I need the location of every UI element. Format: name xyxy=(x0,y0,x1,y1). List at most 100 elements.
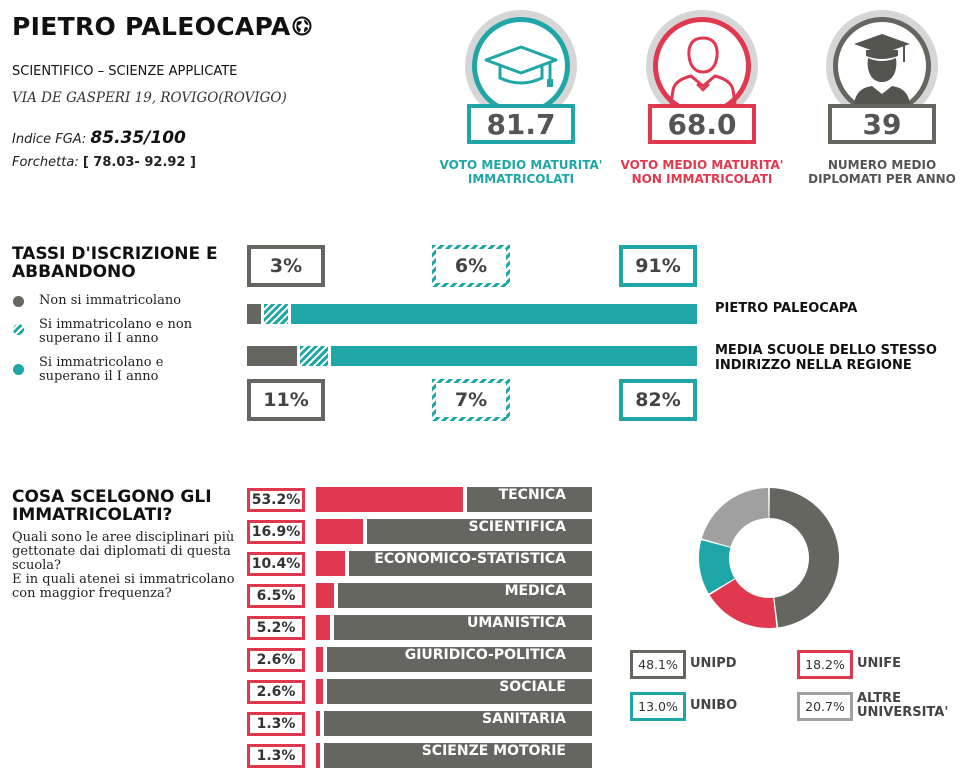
school-pct-non-superano: 6% xyxy=(432,245,510,287)
area-bar-divider xyxy=(362,519,367,544)
area-bar-label: UMANISTICA xyxy=(466,615,566,631)
fga-value: 85.35/100 xyxy=(90,128,186,148)
choices-title-line: IMMATRICOLATI? xyxy=(12,505,173,525)
uni-pct-altre: 20.7% xyxy=(797,692,853,721)
donut-slice xyxy=(699,540,735,594)
stat-label-line: DIPLOMATI PER ANNO xyxy=(808,172,956,186)
area-bar: ECONOMICO-STATISTICA xyxy=(316,551,592,576)
donut-slice xyxy=(769,488,840,628)
area-bar: SOCIALE xyxy=(316,679,592,704)
school-stacked-bar xyxy=(247,304,697,324)
school-pct-non-immatricolano: 3% xyxy=(247,245,325,287)
person-icon xyxy=(669,36,737,104)
legend-line: Si immatricolano e xyxy=(39,355,164,370)
area-bar-divider xyxy=(333,583,338,608)
area-bar-label: SCIENTIFICA xyxy=(468,519,567,535)
area-bar-fill xyxy=(316,519,363,544)
fga-index: Indice FGA: 85.35/100 xyxy=(12,128,186,148)
school-bar-label: PIETRO PALEOCAPA xyxy=(715,301,858,316)
legend-line: superano il I anno xyxy=(39,369,159,384)
legend-line: Si immatricolano e non xyxy=(39,317,193,332)
question-line: con maggior frequenza? xyxy=(12,586,172,601)
legend-label-superano: Si immatricolano e superano il I anno xyxy=(39,356,163,384)
legend-dot-non-immatricolano xyxy=(13,296,24,307)
area-bar-label: MEDICA xyxy=(504,583,566,599)
area-bar: SANITARIA xyxy=(316,711,592,736)
globe-icon[interactable] xyxy=(292,16,312,36)
stat-label-line: VOTO MEDIO MATURITA' xyxy=(620,158,784,172)
stat-circle-non-immatricolati xyxy=(646,10,758,122)
region-label-line: INDIRIZZO NELLA REGIONE xyxy=(715,358,912,373)
area-pct-box: 2.6% xyxy=(247,680,305,704)
area-pct-box: 16.9% xyxy=(247,520,305,544)
area-bar-fill xyxy=(316,711,320,736)
uni-label-altre: ALTRE UNIVERSITA' xyxy=(857,692,948,720)
area-bar-divider xyxy=(323,647,328,672)
stat-label-diplomati: NUMERO MEDIO DIPLOMATI PER ANNO xyxy=(797,158,967,186)
area-bar-divider xyxy=(319,743,324,768)
stat-value-immatricolati: 81.7 xyxy=(467,104,575,144)
area-bar-label: SOCIALE xyxy=(499,679,566,695)
choices-question: Quali sono le aree disciplinari più gett… xyxy=(12,531,235,601)
uni-pct-unipd: 48.1% xyxy=(630,650,686,679)
area-bar: UMANISTICA xyxy=(316,615,592,640)
universities-donut xyxy=(699,488,840,628)
area-bar-label: ECONOMICO-STATISTICA xyxy=(374,551,566,567)
stat-circle-immatricolati xyxy=(465,10,577,122)
stat-value-diplomati: 39 xyxy=(828,104,936,144)
donut-slice xyxy=(709,579,777,628)
region-pct-superano: 82% xyxy=(619,379,697,421)
enrollment-title-line: TASSI D'ISCRIZIONE E xyxy=(12,244,218,264)
enrollment-title-line: ABBANDONO xyxy=(12,262,136,282)
area-bar: MEDICA xyxy=(316,583,592,608)
stat-label-line: NUMERO MEDIO xyxy=(827,158,937,172)
legend-dot-superano xyxy=(13,364,24,375)
bar-segment-non-superano xyxy=(299,346,328,366)
area-bar-label: TECNICA xyxy=(498,487,566,503)
graduate-person-icon xyxy=(854,34,910,104)
area-bar: SCIENZE MOTORIE xyxy=(316,743,592,768)
area-bar: SCIENTIFICA xyxy=(316,519,592,544)
area-bar-fill xyxy=(316,487,463,512)
enrollment-title: TASSI D'ISCRIZIONE E ABBANDONO xyxy=(12,245,218,281)
area-bar: TECNICA xyxy=(316,487,592,512)
legend-dot-non-superano xyxy=(13,324,24,335)
area-bar-label: SCIENZE MOTORIE xyxy=(421,743,566,759)
uni-pct-unife: 18.2% xyxy=(797,650,853,679)
page-title: PIETRO PALEOCAPA xyxy=(12,12,291,41)
stat-label-non-immatricolati: VOTO MEDIO MATURITA' NON IMMATRICOLATI xyxy=(617,158,787,186)
stat-value-non-immatricolati: 68.0 xyxy=(648,104,756,144)
uni-label-line: UNIVERSITA' xyxy=(857,705,949,720)
area-bar-fill xyxy=(316,679,324,704)
graduation-cap-icon xyxy=(484,45,558,87)
area-bar: GIURIDICO-POLITICA xyxy=(316,647,592,672)
legend-label-non-superano: Si immatricolano e non superano il I ann… xyxy=(39,318,192,346)
school-type: SCIENTIFICO – SCIENZE APPLICATE xyxy=(12,64,238,79)
stat-label-line: VOTO MEDIO MATURITA' xyxy=(439,158,603,172)
choices-title: COSA SCELGONO GLI IMMATRICOLATI? xyxy=(12,488,212,524)
region-pct-non-immatricolano: 11% xyxy=(247,379,325,421)
area-bar-label: GIURIDICO-POLITICA xyxy=(404,647,566,663)
bar-segment-superano xyxy=(331,346,697,366)
school-address: VIA DE GASPERI 19, ROVIGO(ROVIGO) xyxy=(12,90,287,106)
area-pct-box: 1.3% xyxy=(247,712,305,736)
area-bar-fill xyxy=(316,647,324,672)
stat-label-line: IMMATRICOLATI xyxy=(467,172,575,186)
stat-label-immatricolati: VOTO MEDIO MATURITA' IMMATRICOLATI xyxy=(436,158,606,186)
area-pct-box: 6.5% xyxy=(247,584,305,608)
bar-segment-non-superano xyxy=(263,304,288,324)
area-bar-fill xyxy=(316,743,320,768)
question-line: gettonate dai diplomati di questa xyxy=(12,544,231,559)
legend-line: superano il I anno xyxy=(39,331,159,346)
stat-label-line: NON IMMATRICOLATI xyxy=(631,172,773,186)
question-line: E in quali atenei si immatricolano xyxy=(12,572,235,587)
bar-segment-non-immatricolano xyxy=(247,346,297,366)
uni-pct-unibo: 13.0% xyxy=(630,692,686,721)
area-bar-divider xyxy=(323,679,328,704)
region-pct-non-superano: 7% xyxy=(432,379,510,421)
region-label-line: MEDIA SCUOLE DELLO STESSO xyxy=(715,343,937,358)
forchetta: Forchetta: [ 78.03- 92.92 ] xyxy=(12,155,196,170)
donut-slice xyxy=(701,488,769,547)
question-line: scuola? xyxy=(12,558,62,573)
area-bar-divider xyxy=(344,551,349,576)
